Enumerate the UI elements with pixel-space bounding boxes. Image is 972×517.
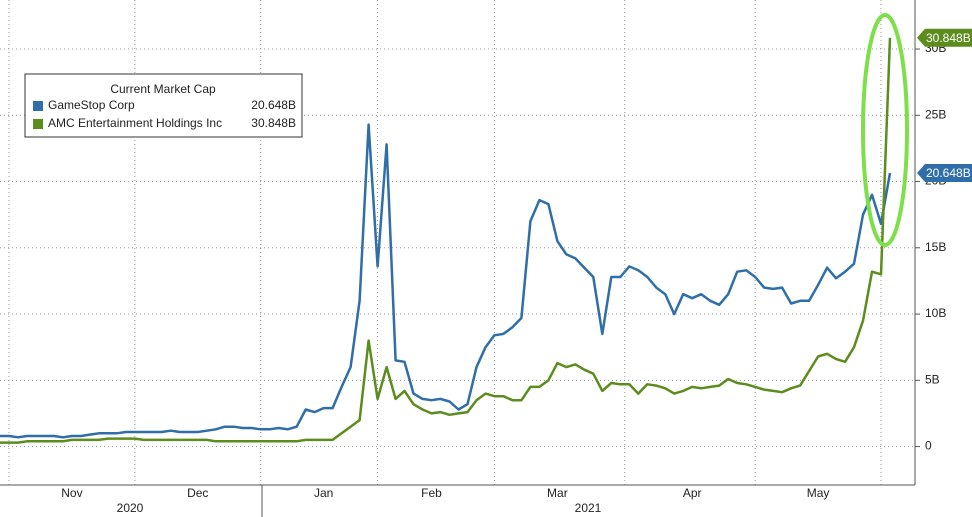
legend-title: Current Market Cap <box>110 82 216 96</box>
value-tag <box>917 163 972 182</box>
x-tick-label: Feb <box>421 486 442 500</box>
y-tick-label: 0 <box>925 439 932 453</box>
value-tag-label: 30.848B <box>926 31 971 45</box>
plot <box>0 37 892 444</box>
value-tag-label: 20.648B <box>926 166 971 180</box>
legend-label: AMC Entertainment Holdings Inc <box>48 116 222 130</box>
series-line <box>0 123 892 439</box>
y-tick-label: 15B <box>925 240 946 254</box>
x-tick-label: Nov <box>61 486 82 500</box>
x-tick-label: Jan <box>314 486 333 500</box>
legend-box <box>24 73 303 138</box>
series-line <box>0 37 892 444</box>
highlight-ellipse <box>861 13 909 247</box>
legend: Current Market Cap GameStop Corp 20.648B A… <box>24 73 303 138</box>
y-tick-label: 25B <box>925 107 946 121</box>
x-tick-label: Mar <box>547 486 568 500</box>
year-label: 2020 <box>117 501 144 515</box>
legend-swatch <box>33 101 43 111</box>
x-tick-label: Dec <box>187 486 208 500</box>
y-tick-label: 10B <box>925 306 946 320</box>
legend-swatch <box>33 119 43 129</box>
legend-value: 20.648B <box>251 98 296 112</box>
x-tick-label: Apr <box>683 486 702 500</box>
legend-value: 30.848B <box>251 116 296 130</box>
x-tick-label: May <box>807 486 830 500</box>
year-label: 2021 <box>575 501 602 515</box>
legend-label: GameStop Corp <box>48 98 135 112</box>
value-tag <box>917 28 972 47</box>
y-tick-label: 5B <box>925 372 940 386</box>
